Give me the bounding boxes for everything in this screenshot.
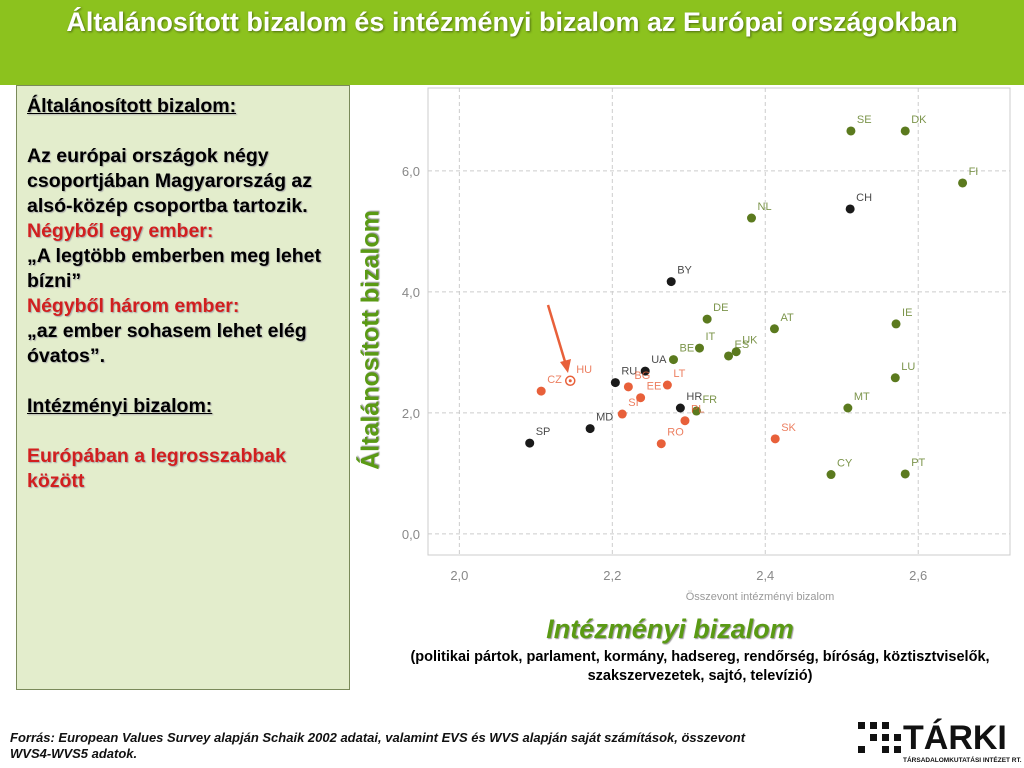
point: [724, 351, 734, 361]
point: [900, 469, 910, 479]
point: [656, 439, 666, 449]
point: [702, 314, 712, 324]
point-label: UA: [651, 354, 667, 366]
point-label: BE: [679, 343, 694, 355]
point: [846, 126, 856, 136]
point-label: RO: [667, 427, 684, 439]
point: [536, 386, 546, 396]
point: [668, 355, 678, 365]
point: [675, 403, 685, 413]
logo-sub: TÁRSADALOMKUTATÁSI INTÉZET RT.: [903, 755, 1022, 764]
sidebar-heading: Általánosított bizalom:: [27, 95, 237, 117]
plot-frame: [427, 87, 1011, 556]
point: [636, 393, 646, 403]
label-clip: [420, 601, 1020, 621]
slide-title: Általánosított bizalom és intézményi biz…: [0, 0, 1024, 85]
point: [770, 434, 780, 444]
y-tick-label: 6,0: [402, 164, 420, 179]
point-label: ES: [735, 339, 750, 351]
point-label: BG: [634, 370, 650, 382]
point-label: SK: [781, 422, 796, 434]
point: [623, 382, 633, 392]
point-label: AT: [780, 312, 794, 324]
point-label: RU: [621, 366, 637, 378]
x-axis-title: Intézményi bizalom: [546, 614, 794, 644]
point-label: BY: [677, 265, 692, 277]
point: [694, 343, 704, 353]
point: [617, 409, 627, 419]
point-label: NL: [758, 201, 772, 213]
x-subtitle-box: (politikai pártok, parlament, kormány, h…: [410, 649, 990, 684]
source-note: Forrás: European Values Survey alapján S…: [10, 730, 746, 761]
sidebar-text: Európában a legrosszabbak között: [27, 445, 286, 492]
point-label: CH: [856, 192, 872, 204]
x-tick-label: 2,0: [450, 568, 468, 583]
sidebar-text: Az európai országok négy csoportjában Ma…: [27, 145, 312, 217]
logo-text: TÁRKI: [903, 719, 1007, 757]
x-axis-label: Összevont intézményi bizalom: [686, 591, 835, 603]
point: [731, 347, 741, 357]
point: [691, 406, 701, 416]
y-axis-title: Általánosított bizalom: [356, 210, 385, 470]
point-label: HR: [686, 391, 702, 403]
point: [890, 373, 900, 383]
sidebar-lead: Négyből egy ember:: [27, 220, 214, 242]
logo-mark: [858, 722, 901, 753]
arrow-head: [560, 359, 571, 373]
point: [826, 470, 836, 480]
point-label: CZ: [547, 374, 562, 386]
sidebar-heading: Intézményi bizalom:: [27, 395, 213, 417]
point: [747, 213, 757, 223]
sidebar-quote: „A legtöbb emberben meg lehet bízni”: [27, 245, 321, 292]
x-tick-label: 2,2: [603, 568, 621, 583]
sidebar-quote: „az ember sohasem lehet elég óvatos”.: [27, 320, 307, 367]
point-label: CY: [837, 458, 853, 470]
point-label: EE: [647, 381, 662, 393]
sidebar-lead: Négyből három ember:: [27, 295, 240, 317]
point-label: LU: [901, 361, 915, 373]
point-label: PL: [691, 404, 704, 416]
point-label: DK: [911, 114, 927, 126]
point-label: FI: [969, 166, 979, 178]
point-label: SI: [628, 397, 638, 409]
point: [640, 366, 650, 376]
point: [769, 324, 779, 334]
point-label: PT: [911, 457, 925, 469]
point-label: FR: [702, 394, 717, 406]
point: [843, 403, 853, 413]
point-label: UK: [742, 335, 758, 347]
point: [958, 178, 968, 188]
point: [680, 416, 690, 426]
point: [662, 380, 672, 390]
point-label: HU: [576, 364, 592, 376]
point-label: SE: [857, 114, 872, 126]
point-label: MD: [596, 412, 613, 424]
y-tick-label: 0,0: [402, 527, 420, 542]
point: [525, 438, 535, 448]
point-label: LT: [673, 368, 685, 380]
sidebar: Általánosított bizalom: Az európai orszá…: [16, 85, 350, 690]
point: [900, 126, 910, 136]
point-core: [568, 379, 572, 383]
x-tick-label: 2,6: [909, 568, 927, 583]
point: [666, 277, 676, 287]
point: [585, 424, 595, 434]
y-tick-label: 2,0: [402, 406, 420, 421]
y-tick-label: 4,0: [402, 285, 420, 300]
point-label: IE: [902, 307, 912, 319]
point: [891, 319, 901, 329]
point-label: SP: [536, 426, 551, 438]
point-label: IT: [705, 331, 715, 343]
point-label: MT: [854, 391, 870, 403]
point: [845, 204, 855, 214]
point-label: DE: [713, 302, 728, 314]
x-subtitle: (politikai pártok, parlament, kormány, h…: [410, 649, 990, 684]
arrow: [546, 304, 568, 366]
point: [610, 378, 620, 388]
x-tick-label: 2,4: [756, 568, 774, 583]
